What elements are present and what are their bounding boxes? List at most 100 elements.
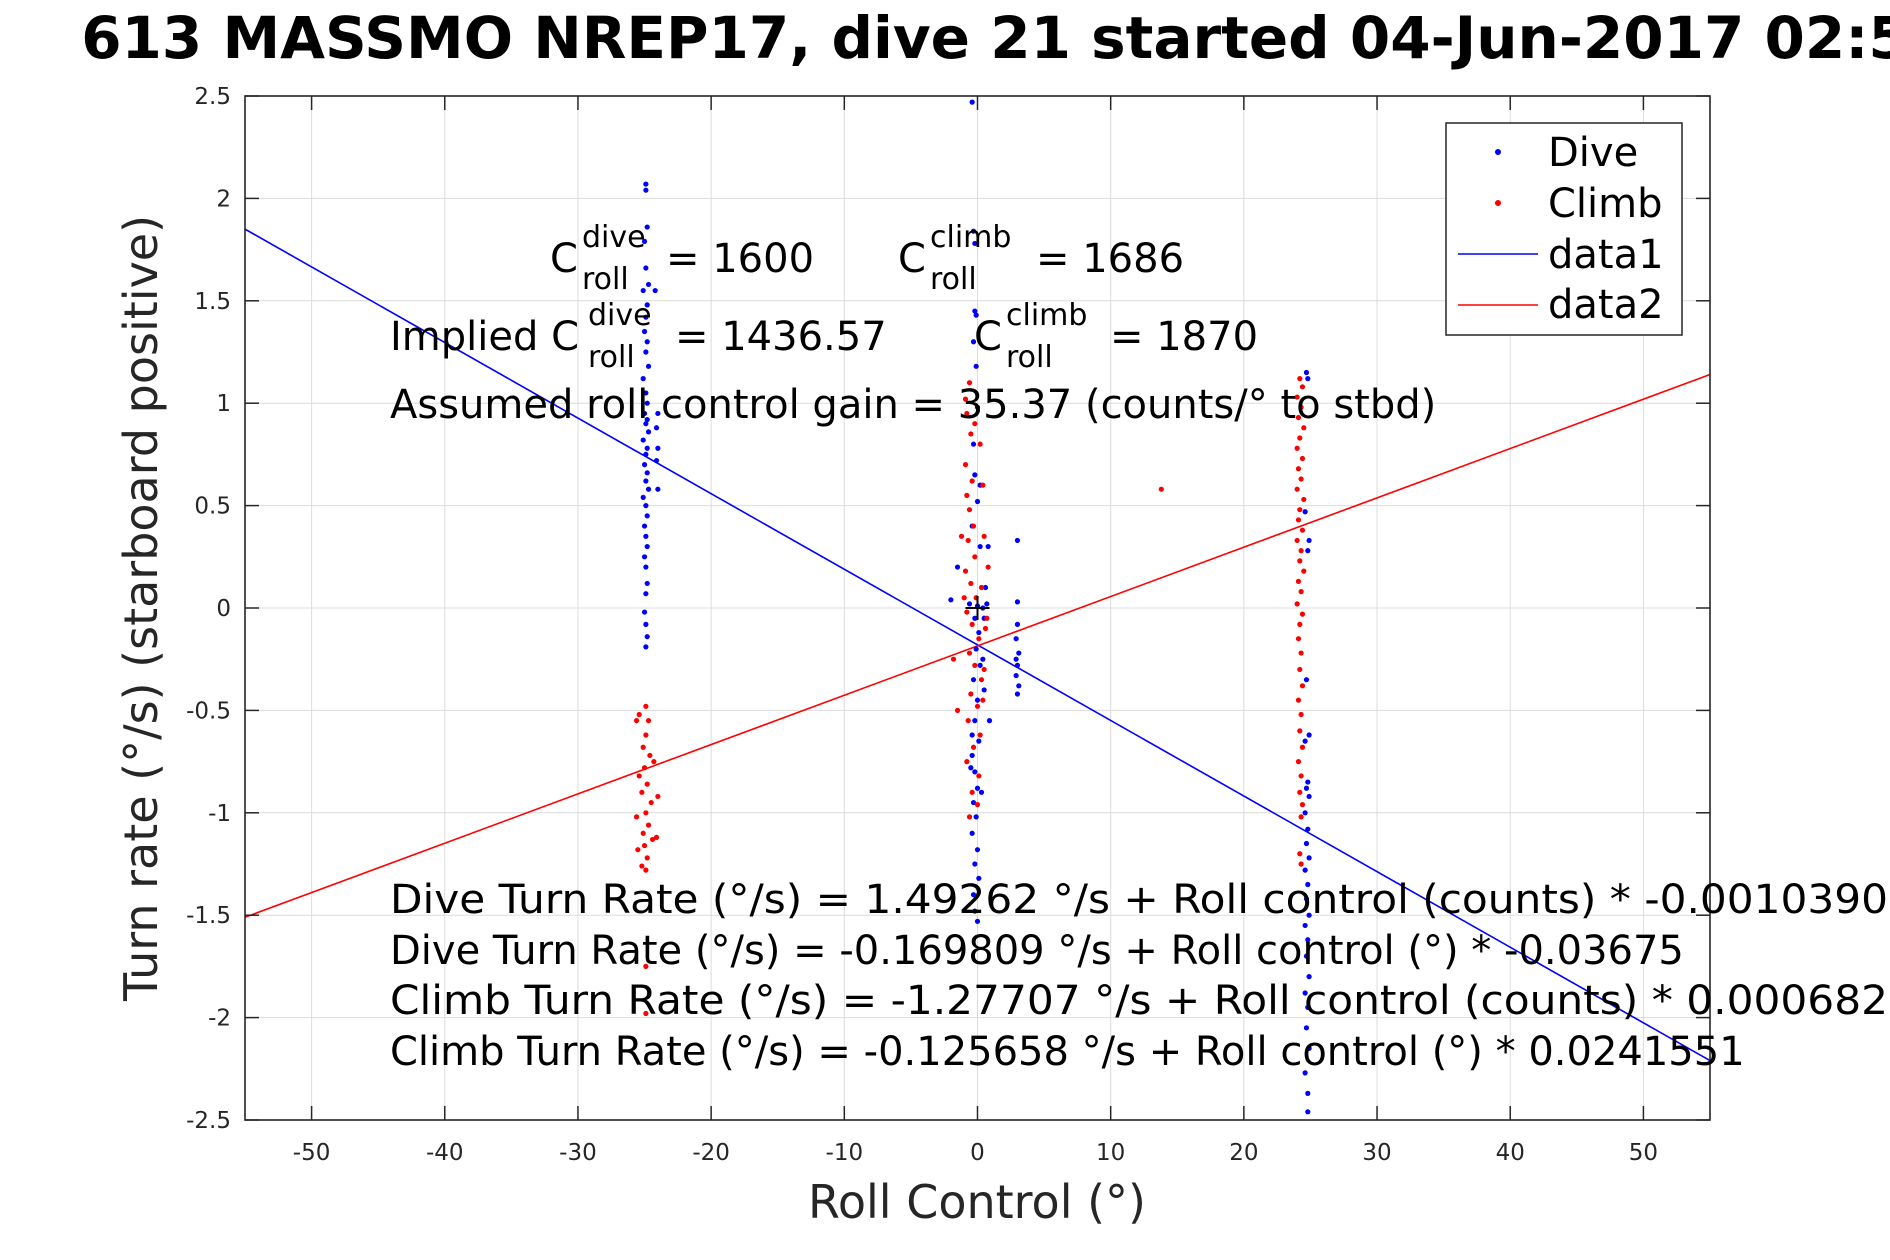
- dive-point: [655, 445, 661, 451]
- climb-point: [965, 537, 971, 544]
- x-tick-label: 30: [1362, 1140, 1391, 1166]
- climb-point: [1298, 814, 1304, 820]
- dive-point: [1306, 732, 1312, 738]
- dive-point: [969, 99, 975, 105]
- c-dive-prefix: C: [550, 236, 578, 282]
- climb-point: [1295, 759, 1302, 765]
- climb-point: [962, 462, 969, 468]
- climb-point: [649, 836, 656, 843]
- climb-point: [966, 650, 973, 656]
- climb-point: [1301, 425, 1307, 431]
- climb-point: [976, 636, 982, 642]
- climb-point: [970, 523, 977, 529]
- dive-point: [972, 472, 978, 478]
- dive-point: [643, 349, 649, 355]
- implied-dive-value: = 1436.57: [675, 314, 887, 360]
- dive-point: [1013, 656, 1019, 662]
- dive-series: [640, 99, 1312, 1115]
- climb-point: [647, 752, 653, 759]
- dive-point: [1016, 650, 1022, 656]
- climb-point: [640, 744, 646, 750]
- dive-point: [643, 314, 649, 320]
- climb-point: [981, 666, 987, 673]
- dive-point: [954, 564, 961, 570]
- dive-point: [645, 429, 652, 435]
- dive-point: [970, 677, 977, 683]
- dive-point: [643, 181, 649, 187]
- y-tick-label: 0: [216, 596, 231, 622]
- dive-point: [1305, 548, 1311, 554]
- dive-point: [974, 785, 981, 791]
- dive-point: [655, 486, 661, 492]
- x-tick-label: -30: [559, 1140, 597, 1166]
- dive-point: [972, 718, 978, 724]
- climb-point: [964, 609, 970, 615]
- climb-point: [640, 830, 646, 836]
- dive-point: [1305, 376, 1311, 382]
- climb-point: [964, 410, 970, 417]
- climb-point: [970, 744, 977, 750]
- climb-point: [643, 703, 649, 709]
- y-tick-label: 2.5: [194, 84, 231, 110]
- climb-point: [964, 492, 970, 498]
- fit-line-4: Climb Turn Rate (°/s) = -0.125658 °/s + …: [390, 1029, 1745, 1075]
- climb-point: [1299, 384, 1306, 390]
- dive-point: [643, 644, 649, 650]
- dive-point: [643, 421, 649, 427]
- climb-point: [641, 842, 648, 849]
- climb-point: [966, 507, 973, 513]
- climb-point: [639, 863, 645, 869]
- dive-point: [969, 752, 975, 759]
- climb-point: [643, 1010, 649, 1017]
- legend-box: [1445, 122, 1683, 336]
- climb-point: [962, 396, 969, 402]
- x-tick-label: -50: [293, 1140, 331, 1166]
- climb-point: [958, 533, 965, 539]
- y-tick-label: 2: [216, 186, 231, 212]
- climb-point: [968, 431, 974, 437]
- c-dive-sub: roll: [582, 262, 629, 297]
- climb-point: [641, 765, 648, 771]
- climb-point: [1298, 589, 1304, 595]
- dive-point: [1302, 509, 1308, 515]
- dive-point: [644, 302, 650, 308]
- implied-climb-sub: roll: [1006, 340, 1053, 375]
- climb-point: [644, 855, 650, 861]
- dive-point: [641, 410, 648, 417]
- y-tick-label: 0.5: [194, 494, 231, 520]
- dive-point: [1303, 785, 1310, 791]
- dive-point: [1016, 683, 1022, 689]
- dive-point: [974, 918, 981, 924]
- climb-point: [1298, 548, 1304, 554]
- dive-point: [1013, 672, 1019, 679]
- dive-point: [641, 238, 648, 245]
- dive-point: [1014, 621, 1021, 627]
- dive-point: [1303, 369, 1310, 376]
- gain-label: Assumed roll control gain = 35.37 (count…: [390, 382, 1436, 428]
- climb-point: [977, 732, 983, 738]
- implied-climb-value: = 1870: [1110, 314, 1258, 360]
- legend-data1-label: data1: [1548, 232, 1664, 278]
- climb-point: [1295, 517, 1302, 523]
- climb-point: [648, 799, 654, 806]
- dive-point: [644, 634, 650, 640]
- dive-point: [643, 533, 649, 539]
- climb-point: [653, 834, 660, 840]
- dive-point: [966, 601, 973, 607]
- dive-point: [655, 410, 661, 417]
- dive-point: [974, 404, 981, 410]
- climb-point: [1294, 601, 1300, 607]
- dive-point: [643, 451, 649, 457]
- dive-point: [643, 390, 649, 396]
- dive-point: [1306, 855, 1312, 861]
- dive-point: [640, 376, 646, 382]
- dive-point: [972, 908, 978, 914]
- climb-point: [1295, 578, 1302, 584]
- dive-point: [644, 224, 650, 230]
- dive-point: [1014, 537, 1021, 544]
- dive-point: [641, 609, 648, 615]
- dive-point: [977, 662, 983, 668]
- dive-point: [1305, 1004, 1311, 1010]
- dive-point: [982, 584, 989, 591]
- climb-point: [1297, 507, 1303, 513]
